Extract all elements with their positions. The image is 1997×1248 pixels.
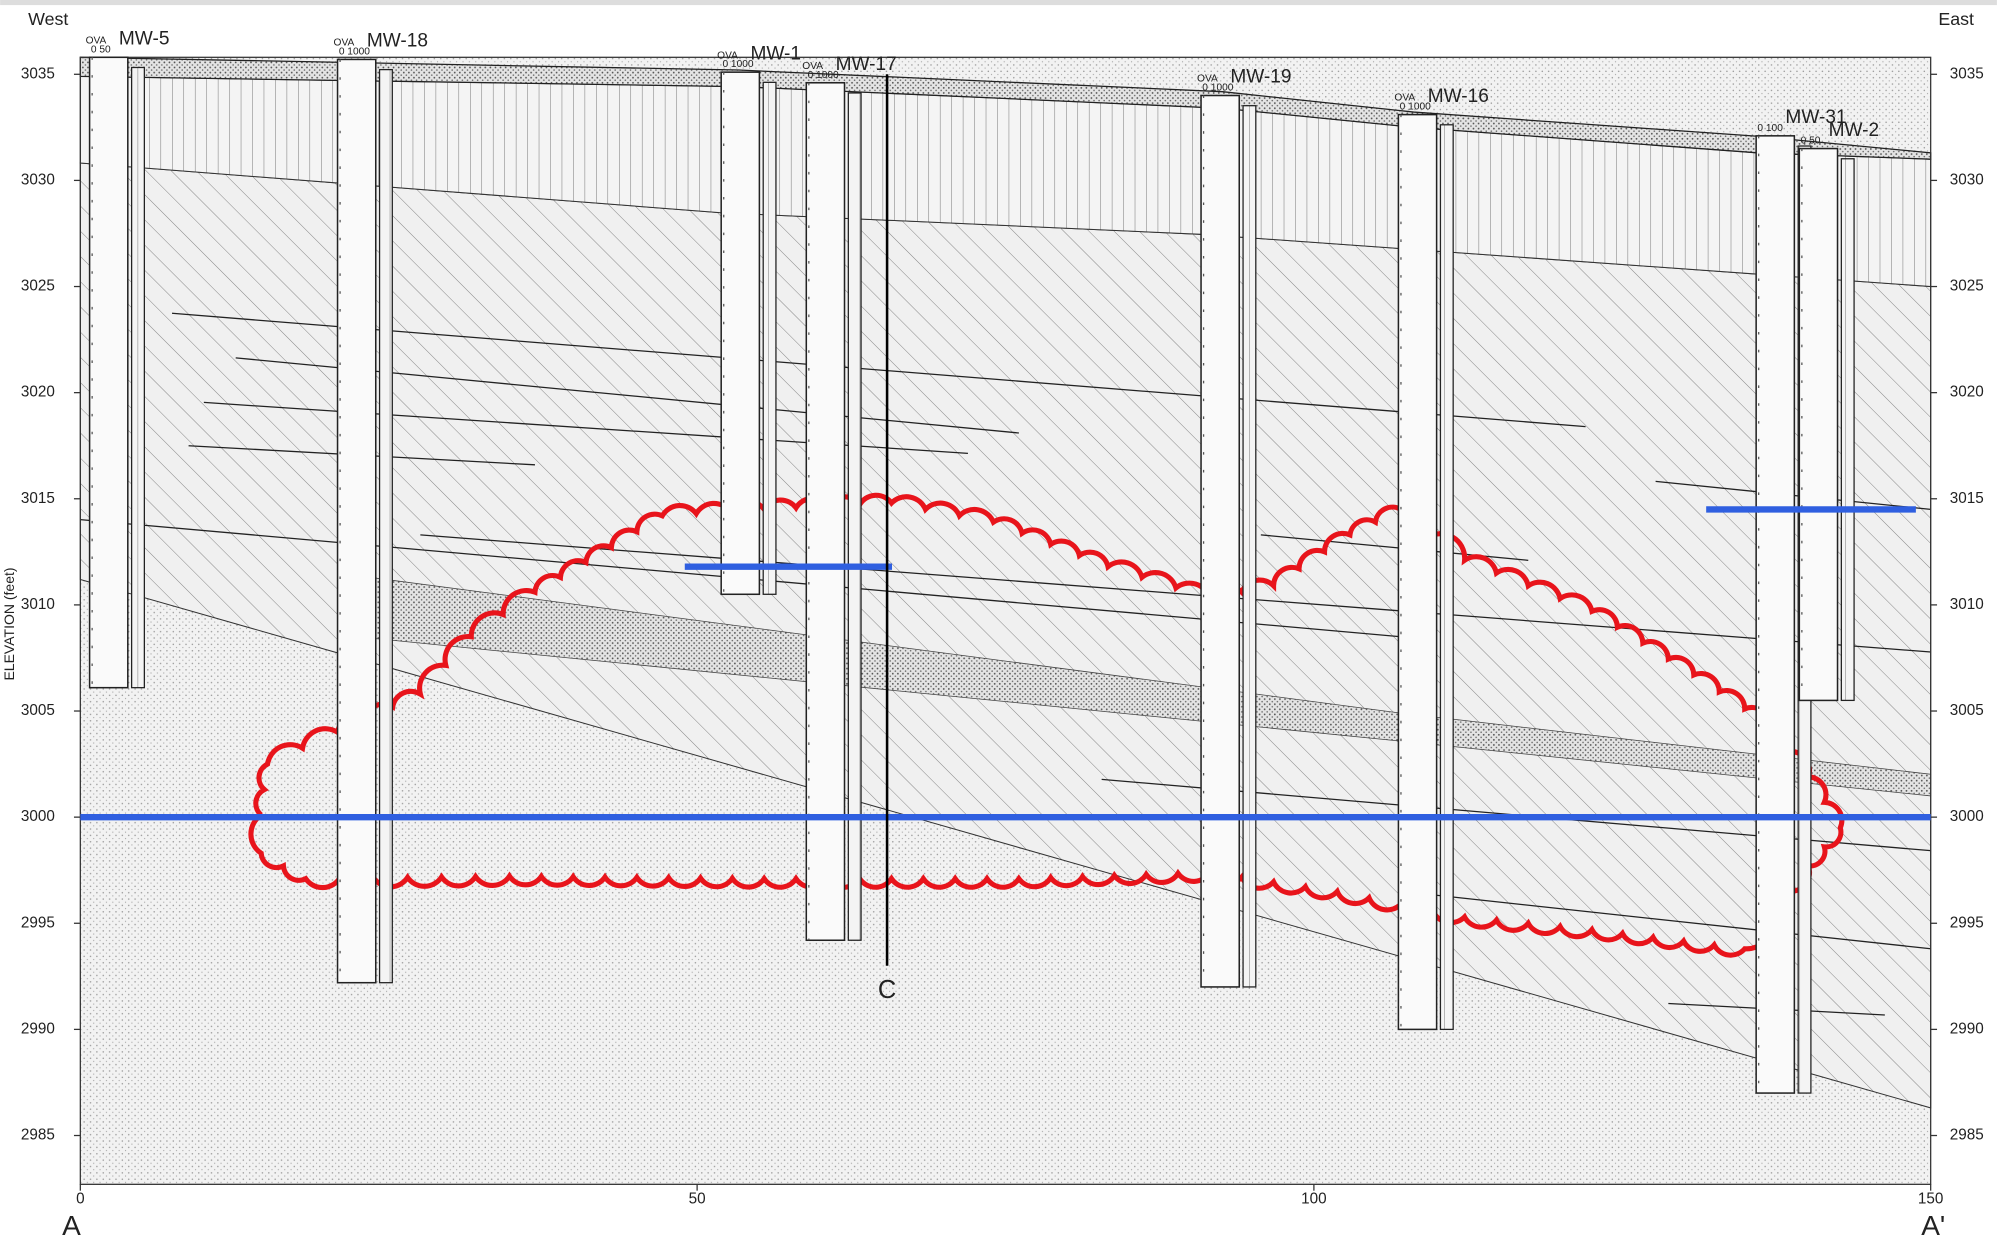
ova-scale: 0 50 bbox=[1801, 136, 1821, 147]
section-label: C bbox=[878, 976, 896, 1004]
y-axis-title: ELEVATION (feet) bbox=[1, 567, 17, 680]
well-name: MW-1 bbox=[750, 43, 801, 64]
well-name: MW-2 bbox=[1829, 120, 1880, 141]
y-tick-label: 3005 bbox=[21, 702, 55, 719]
ova-scale: 0 1000 bbox=[1202, 83, 1233, 94]
y-tick-label: 3000 bbox=[21, 808, 55, 825]
ova-scale: 0 1000 bbox=[808, 70, 839, 81]
well-lithology bbox=[1243, 106, 1256, 987]
well-lithology bbox=[1841, 159, 1854, 701]
y-tick-label: 3010 bbox=[21, 596, 55, 613]
y-tick-label-right: 3030 bbox=[1950, 171, 1984, 188]
well-casing bbox=[1799, 149, 1837, 701]
ova-scale: 0 100 bbox=[1757, 123, 1783, 134]
ova-scale: 0 1000 bbox=[1400, 102, 1431, 113]
well-lithology bbox=[848, 93, 861, 940]
ova-scale: 0 1000 bbox=[339, 46, 370, 57]
y-tick-label: 3015 bbox=[21, 490, 55, 507]
well-lithology bbox=[132, 67, 145, 687]
y-tick-label-right: 2995 bbox=[1950, 914, 1984, 931]
well-name: MW-19 bbox=[1230, 67, 1291, 88]
well-casing bbox=[806, 83, 844, 940]
y-tick-label: 3030 bbox=[21, 171, 55, 188]
well-name: MW-16 bbox=[1428, 86, 1489, 107]
y-tick-label: 3035 bbox=[21, 65, 55, 82]
east-label: East bbox=[1938, 9, 1974, 29]
cross-section: West East A A' ELEVATION (feet) 2985 2985… bbox=[0, 0, 1997, 1248]
well-name: MW-18 bbox=[367, 31, 428, 52]
y-tick-label: 2990 bbox=[21, 1020, 55, 1037]
x-tick-label: 0 bbox=[76, 1191, 85, 1208]
well-lithology bbox=[1440, 125, 1453, 1030]
y-tick-label-right: 3010 bbox=[1950, 596, 1984, 613]
start-label: A bbox=[62, 1210, 81, 1241]
y-tick-label-right: 3000 bbox=[1950, 808, 1984, 825]
y-tick-label: 2985 bbox=[21, 1127, 55, 1144]
well-name: MW-17 bbox=[836, 54, 897, 75]
y-tick-label-right: 3015 bbox=[1950, 490, 1984, 507]
well-casing bbox=[721, 72, 759, 594]
y-tick-label-right: 3020 bbox=[1950, 384, 1984, 401]
y-tick-label: 3025 bbox=[21, 278, 55, 295]
well-casing bbox=[1756, 136, 1794, 1093]
top-border bbox=[0, 0, 1997, 5]
ova-scale: 0 1000 bbox=[722, 59, 753, 70]
well-lithology bbox=[380, 70, 393, 983]
well-casing bbox=[1398, 115, 1436, 1030]
well-lithology bbox=[763, 82, 776, 594]
x-tick-label: 100 bbox=[1301, 1191, 1326, 1208]
x-tick-label: 150 bbox=[1918, 1191, 1943, 1208]
y-tick-label-right: 3035 bbox=[1950, 65, 1984, 82]
y-tick-label: 3020 bbox=[21, 384, 55, 401]
y-tick-label: 2995 bbox=[21, 914, 55, 931]
y-tick-label-right: 2985 bbox=[1950, 1127, 1984, 1144]
well-name: MW-5 bbox=[119, 29, 170, 50]
x-tick-label: 50 bbox=[689, 1191, 706, 1208]
ova-scale: 0 50 bbox=[91, 44, 111, 55]
well-casing bbox=[1201, 96, 1239, 987]
y-tick-label-right: 3025 bbox=[1950, 278, 1984, 295]
well-casing bbox=[90, 57, 128, 687]
end-label: A' bbox=[1921, 1210, 1945, 1241]
y-tick-label-right: 3005 bbox=[1950, 702, 1984, 719]
west-label: West bbox=[28, 9, 68, 29]
well-casing bbox=[338, 59, 376, 982]
y-tick-label-right: 2990 bbox=[1950, 1020, 1984, 1037]
